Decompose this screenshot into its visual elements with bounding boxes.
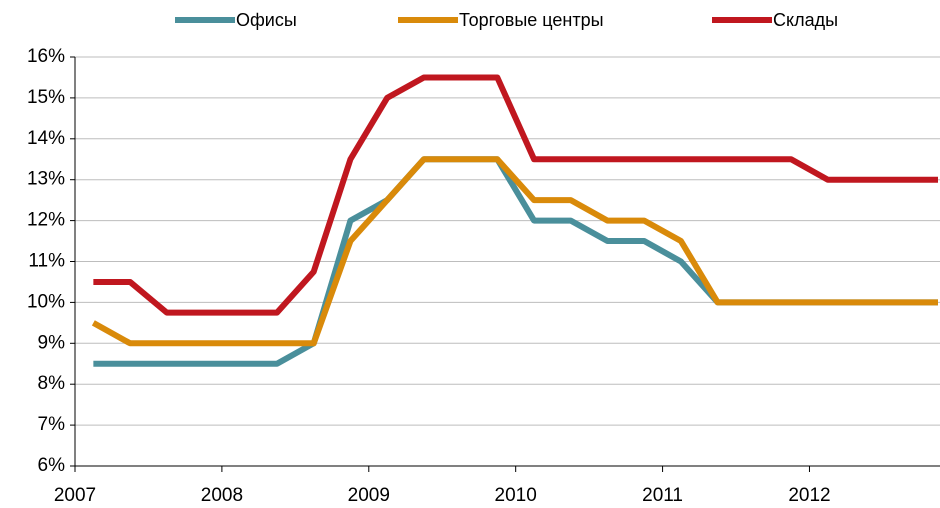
x-tick-label: 2011 bbox=[642, 485, 683, 506]
y-tick-label: 16% bbox=[27, 46, 65, 67]
y-tick-label: 13% bbox=[27, 169, 65, 190]
y-tick-label: 11% bbox=[28, 251, 65, 272]
x-tick-label: 2009 bbox=[348, 485, 390, 506]
y-tick-label: 12% bbox=[27, 210, 65, 231]
series-line bbox=[91, 156, 938, 347]
legend-label: Склады bbox=[773, 10, 838, 30]
x-tick-label: 2007 bbox=[54, 485, 96, 506]
y-tick-label: 6% bbox=[38, 455, 66, 476]
y-tick-label: 15% bbox=[27, 87, 65, 108]
y-tick-label: 8% bbox=[38, 373, 66, 394]
x-tick-label: 2010 bbox=[495, 485, 537, 506]
x-tick-label: 2008 bbox=[201, 485, 243, 506]
legend-label: Торговые центры bbox=[459, 10, 604, 30]
y-tick-label: 9% bbox=[38, 332, 66, 353]
series-line bbox=[93, 74, 938, 316]
x-tick-label: 2012 bbox=[788, 485, 830, 506]
y-tick-label: 10% bbox=[27, 291, 65, 312]
y-tick-label: 14% bbox=[27, 128, 65, 149]
y-tick-label: 7% bbox=[38, 414, 66, 435]
legend-label: Офисы bbox=[236, 10, 297, 30]
legend: Офисы Торговые центры Склады bbox=[175, 10, 838, 30]
